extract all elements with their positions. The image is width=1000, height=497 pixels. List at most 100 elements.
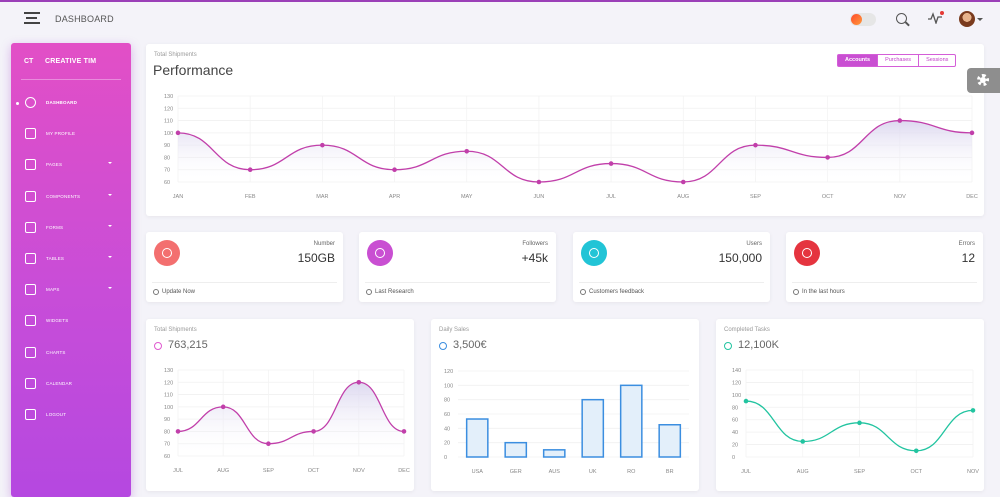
x-tick-label: AUG (217, 468, 229, 474)
stat-footer-link[interactable]: Customers feedback (589, 289, 645, 295)
y-tick-label: 80 (444, 398, 450, 404)
sidebar-item-components[interactable]: COMPONENTS (11, 183, 131, 214)
sidebar-item-maps[interactable]: MAPS (11, 276, 131, 307)
refresh-icon (153, 289, 159, 295)
y-tick-label: 60 (164, 454, 170, 460)
chat-icon (154, 240, 180, 266)
widgets-icon (25, 315, 36, 327)
sidebar-item-calendar[interactable]: CALENDAR (11, 370, 131, 401)
y-tick-label: 110 (164, 393, 173, 399)
search-icon[interactable] (896, 13, 907, 24)
data-point (175, 130, 181, 136)
chevron-down-icon[interactable] (977, 18, 983, 21)
sidebar-item-widgets[interactable]: WIDGETS (11, 307, 131, 338)
x-tick-label: NOV (967, 469, 979, 475)
sidebar-item-pages[interactable]: PAGES (11, 151, 131, 182)
forms-icon (25, 221, 36, 233)
card-value: 12,100K (738, 339, 779, 351)
chevron-down-icon (108, 224, 112, 227)
menu-toggle-button[interactable] (24, 12, 40, 26)
data-point (356, 379, 362, 385)
theme-toggle[interactable] (850, 13, 876, 26)
stat-card: Errors 12 In the last hours (786, 232, 983, 302)
y-tick-label: 20 (732, 443, 738, 449)
sidebar-item-logout[interactable]: LOGOUT (11, 401, 131, 432)
sidebar-item-my-profile[interactable]: MY PROFILE (11, 120, 131, 151)
bell-icon (154, 342, 162, 350)
active-indicator (16, 102, 19, 105)
tables-icon (25, 252, 36, 264)
x-tick-label: MAR (316, 194, 328, 200)
user-icon (581, 240, 607, 266)
stat-value: 150,000 (718, 251, 762, 265)
series-line (177, 119, 973, 183)
x-tick-label: FEB (245, 194, 256, 200)
x-tick-label: OCT (308, 468, 320, 474)
send-icon (724, 342, 732, 350)
x-tick-label: SEP (263, 468, 274, 474)
x-tick-label: NOV (353, 468, 365, 474)
stat-footer-link[interactable]: In the last hours (802, 289, 845, 295)
data-point (175, 429, 181, 434)
x-tick-label: JUN (534, 194, 545, 200)
series-line (177, 381, 405, 445)
sidebar-item-forms[interactable]: FORMS (11, 214, 131, 245)
sidebar-item-charts[interactable]: CHARTS (11, 339, 131, 370)
components-icon (25, 190, 36, 202)
x-tick-label: APR (389, 194, 400, 200)
brand-name[interactable]: CREATIVE TIM (45, 58, 97, 65)
stat-footer-link[interactable]: Last Research (375, 289, 414, 295)
sidebar-item-dashboard[interactable]: DASHBOARD (11, 89, 131, 120)
data-point (743, 398, 749, 404)
y-tick-label: 80 (164, 429, 170, 435)
sidebar: CT CREATIVE TIM DASHBOARD MY PROFILE PAGES… (11, 43, 131, 497)
settings-button[interactable] (967, 68, 1000, 93)
data-point (220, 404, 226, 410)
chevron-down-icon (108, 287, 112, 290)
y-tick-label: 70 (164, 168, 170, 174)
divider (152, 282, 337, 283)
x-tick-label: JAN (173, 194, 183, 200)
divider (21, 79, 121, 80)
y-tick-label: 90 (164, 417, 170, 423)
activity-icon[interactable] (928, 12, 942, 24)
daily-sales-card: Daily Sales 3,500€ 0 20 40 60 80 100 120 USA GER… (431, 319, 699, 491)
bar (465, 418, 489, 458)
data-point (825, 155, 830, 160)
molecule-icon (794, 240, 820, 266)
tab-sessions[interactable]: Sessions (918, 54, 957, 67)
user-avatar[interactable] (959, 11, 975, 27)
y-tick-label: 130 (164, 94, 173, 100)
x-tick-label: OCT (910, 469, 922, 475)
stat-card: Number 150GB Update Now (146, 232, 343, 302)
divider (579, 282, 764, 283)
shipments-chart: 60 70 80 90 100 110 120 130 JUL AUG SEP OCT NOV DEC (164, 368, 410, 474)
x-tick-label: MAY (461, 194, 473, 200)
data-point (753, 142, 758, 148)
notification-dot (940, 11, 944, 15)
y-tick-label: 140 (732, 368, 741, 374)
y-tick-label: 120 (732, 380, 741, 386)
x-tick-label: SEP (750, 194, 761, 200)
page-title: DASHBOARD (55, 14, 114, 24)
card-subtitle: Total Shipments (154, 327, 197, 333)
data-point (266, 441, 271, 447)
stat-footer-link[interactable]: Update Now (162, 289, 196, 295)
completed-tasks-card: Completed Tasks 12,100K 0 20 40 60 80 100 120 1… (716, 319, 984, 491)
x-tick-label: DEC (398, 468, 410, 474)
x-tick-label: NOV (894, 194, 906, 200)
gear-icon (977, 74, 989, 86)
card-subtitle: Completed Tasks (724, 327, 770, 333)
y-tick-label: 60 (164, 180, 170, 186)
charts-icon (25, 346, 36, 358)
delivery-icon (439, 342, 447, 350)
brand-logo[interactable]: CT (24, 58, 34, 65)
y-tick-label: 110 (164, 119, 173, 125)
sidebar-item-tables[interactable]: TABLES (11, 245, 131, 276)
clock-icon (793, 289, 799, 295)
data-point (311, 429, 316, 434)
x-tick-label: USA (472, 469, 484, 475)
card-value: 763,215 (168, 339, 208, 351)
chevron-down-icon (108, 162, 112, 165)
sidebar-item-label: FORMS (46, 224, 64, 230)
